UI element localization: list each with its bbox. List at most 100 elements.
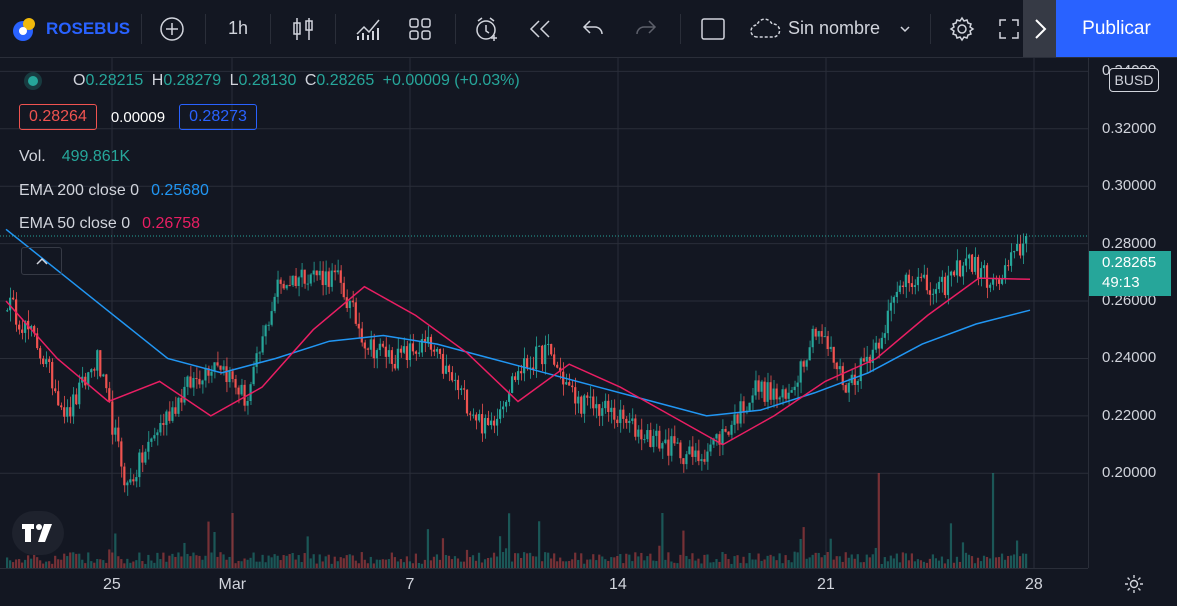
time-axis[interactable]	[0, 568, 1088, 606]
volume-bar	[724, 553, 727, 568]
volume-bar	[715, 559, 718, 568]
volume-bar	[520, 557, 523, 568]
volume-bar	[757, 553, 760, 568]
currency-button[interactable]: BUSD	[1109, 68, 1159, 92]
publish-button[interactable]: Publicar	[1056, 0, 1177, 57]
replay-button[interactable]	[520, 0, 560, 57]
candle	[1024, 236, 1028, 244]
volume-bar	[835, 556, 838, 568]
price-axis[interactable]	[1088, 57, 1177, 568]
volume-bar	[267, 555, 270, 568]
volume-legend[interactable]: Vol. 499.861K	[19, 148, 130, 166]
volume-bar	[664, 559, 667, 568]
chart-type-button[interactable]	[283, 0, 323, 57]
add-symbol-button[interactable]	[152, 0, 192, 57]
volume-bar	[21, 562, 24, 568]
volume-bar	[973, 563, 977, 568]
volume-bar	[231, 513, 234, 568]
volume-bar	[384, 559, 387, 568]
high-label: H	[151, 72, 164, 89]
volume-bar	[507, 513, 511, 568]
candle	[168, 411, 171, 421]
candle	[694, 450, 697, 457]
candle	[691, 446, 694, 457]
volume-bar	[568, 561, 571, 568]
volume-bar	[811, 554, 814, 568]
chart-pane[interactable]	[0, 57, 1088, 568]
top-toolbar: ROSEBUSD 1h Sin nombre	[0, 0, 1177, 58]
sell-price-button[interactable]: 0.28264	[19, 104, 97, 130]
volume-bar	[315, 563, 318, 568]
settings-button[interactable]	[942, 0, 982, 57]
candle	[697, 450, 700, 462]
volume-bar	[571, 559, 574, 568]
bar-countdown: 49:13	[1102, 274, 1140, 291]
volume-bar	[667, 552, 670, 568]
volume-bar	[264, 562, 267, 568]
change-value: +0.00009 (+0.03%)	[382, 72, 520, 89]
layout-name-button[interactable]: Sin nombre	[748, 0, 918, 57]
candle	[231, 371, 234, 380]
candle	[396, 348, 399, 369]
undo-button[interactable]	[573, 0, 613, 57]
volume-bar	[426, 529, 430, 568]
candle	[673, 436, 676, 444]
symbol-search[interactable]: ROSEBUSD	[10, 0, 135, 57]
candle	[285, 285, 288, 289]
volume-bar	[393, 557, 396, 568]
volume-bar	[45, 561, 48, 568]
fullscreen-button[interactable]	[995, 0, 1023, 57]
redo-button[interactable]	[626, 0, 666, 57]
volume-bar	[754, 559, 757, 568]
candle	[408, 343, 411, 361]
candle	[192, 378, 195, 388]
volume-bar	[991, 473, 995, 568]
volume-bar	[733, 556, 736, 568]
candle	[829, 346, 832, 350]
candle	[345, 297, 348, 309]
volume-bar	[240, 561, 243, 568]
candle	[637, 429, 640, 437]
volume-bar	[853, 558, 856, 568]
fullscreen-icon	[999, 18, 1019, 39]
axis-settings-button[interactable]	[1120, 570, 1148, 598]
price-chart[interactable]	[0, 57, 1088, 568]
candle	[760, 381, 763, 392]
tradingview-logo[interactable]	[12, 511, 64, 555]
candle	[583, 395, 586, 414]
candle	[778, 397, 781, 400]
volume-bar	[321, 561, 324, 568]
layout-button[interactable]	[693, 0, 733, 57]
toolbar-scroll-right-button[interactable]	[1023, 0, 1056, 57]
collapse-legend-button[interactable]	[21, 247, 62, 275]
volume-bar	[823, 555, 826, 568]
ema200-legend[interactable]: EMA 200 close 0 0.25680	[19, 182, 209, 200]
candle	[57, 391, 60, 406]
volume-bar	[30, 558, 33, 568]
templates-button[interactable]	[400, 0, 440, 57]
time-label: Mar	[218, 576, 247, 593]
candle	[862, 358, 865, 362]
candle	[156, 432, 159, 436]
candle	[517, 371, 520, 380]
interval-button[interactable]: 1h	[227, 18, 249, 38]
volume-bar	[658, 545, 661, 568]
candle	[676, 442, 679, 444]
candle	[793, 386, 796, 391]
candle	[177, 397, 180, 414]
volume-bar	[510, 561, 514, 568]
alert-icon	[476, 16, 497, 41]
alert-button[interactable]	[467, 0, 507, 57]
volume-bar	[676, 563, 679, 568]
buy-price-button[interactable]: 0.28273	[179, 104, 257, 130]
volume-bar	[661, 513, 664, 568]
indicators-button[interactable]	[348, 0, 388, 57]
volume-bar	[718, 561, 721, 568]
volume-bar	[526, 553, 529, 568]
volume-bar	[856, 554, 859, 568]
indicators-icon	[356, 19, 380, 40]
volume-bar	[237, 560, 240, 568]
candle	[474, 414, 478, 421]
ema50-legend[interactable]: EMA 50 close 0 0.26758	[19, 215, 200, 233]
volume-bar	[1021, 553, 1025, 568]
